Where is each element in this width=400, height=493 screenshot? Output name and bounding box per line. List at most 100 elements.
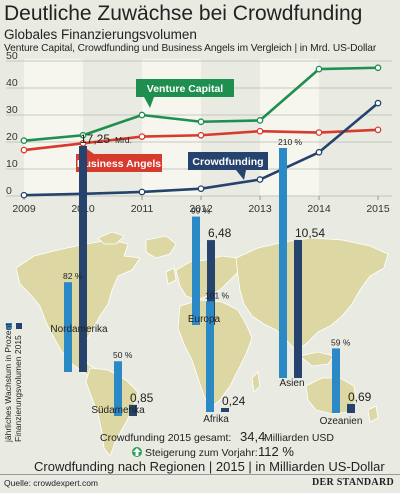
x-tick-label: 2013: [248, 203, 272, 215]
series-label-box-angels: [76, 154, 162, 172]
volume-label-4: 10,54: [295, 226, 325, 240]
series-label-pointer: [144, 97, 154, 108]
bar-growth-4: [279, 148, 287, 378]
series-label-venture: Venture Capital: [147, 83, 224, 95]
y-tick-label: 10: [6, 158, 18, 170]
y-tick-label: 40: [6, 77, 18, 89]
x-tick-label: 2014: [307, 203, 331, 215]
series-label-angels: Business Angels: [77, 158, 161, 170]
data-point-crowd: [256, 176, 264, 183]
volume-label-1: 0,85: [130, 391, 154, 405]
data-point-crowd: [20, 191, 28, 199]
world-map: [15, 231, 389, 457]
bar-growth-2: [192, 216, 200, 325]
bar-volume-4: [294, 239, 302, 378]
bar-growth-0: [64, 282, 72, 372]
data-point-angels: [197, 131, 205, 139]
x-tick-label: 2009: [12, 203, 36, 215]
series-label-box-venture: [136, 79, 234, 97]
year-band: [260, 59, 319, 196]
totals: Crowdfunding 2015 gesamt: 34,4 Milliarde…: [34, 429, 385, 474]
chart-description: Venture Capital, Crowdfunding und Busine…: [4, 43, 377, 54]
volume-label-3: 0,24: [222, 394, 246, 408]
total-suffix: Milliarden USD: [264, 432, 334, 444]
total-prefix: Crowdfunding 2015 gesamt:: [100, 432, 231, 444]
region-label-2: Europa: [188, 314, 221, 325]
year-bands: [24, 59, 319, 196]
line-chart-grid: [6, 60, 392, 200]
volume-label-2: 6,48: [208, 226, 232, 240]
x-tick-labels: 2009201020112012201320142015: [12, 203, 390, 215]
x-tick-label: 2015: [366, 203, 390, 215]
y-tick-label: 20: [6, 131, 18, 143]
y-tick-labels: 0 10 20 30 40 50: [6, 50, 18, 197]
bar-growth-5: [332, 348, 340, 413]
region-labels: 82 % 17,25 Mrd. Nordamerika 50 % 0,85Südameri…: [50, 132, 371, 427]
data-point-crowd: [374, 99, 382, 107]
region-label-1: Südamerika: [91, 405, 145, 416]
brand-logo: DER STANDARD: [311, 477, 394, 488]
data-point-crowd: [315, 148, 323, 156]
legend-label-volume: Finanzierungsvolumen 2015: [13, 335, 23, 442]
y-tick-label: 30: [6, 104, 18, 116]
growth-label-0: 82 %: [63, 271, 83, 281]
bar-volume-5: [347, 403, 355, 413]
bar-legend: jährliches Wachstum in Prozent Finanzier…: [3, 323, 23, 443]
volume-label-5: 0,69: [348, 390, 372, 404]
region-label-4: Asien: [279, 378, 304, 389]
growth-label-2: 99 %: [191, 206, 211, 216]
growth-label-1: 50 %: [113, 350, 133, 360]
bar-chart-title: Crowdfunding nach Regionen | 2015 | in M…: [34, 459, 385, 474]
legend-label-growth: jährliches Wachstum in Prozent: [3, 323, 13, 443]
legend-swatch-volume: [16, 323, 22, 329]
page-title: Deutliche Zuwächse bei Crowdfunding: [4, 2, 363, 25]
bar-volume-2: [207, 240, 215, 325]
data-point-angels: [138, 133, 146, 140]
growth-label-5: 59 %: [331, 337, 351, 347]
region-label-0: Nordamerika: [50, 324, 108, 335]
data-point-venture: [20, 137, 28, 144]
bar-growth-3: [206, 301, 214, 412]
data-point-crowd: [138, 188, 146, 196]
region-bars: [64, 146, 355, 416]
bar-volume-1: [129, 404, 137, 416]
growth-label-3: 101 %: [205, 290, 230, 300]
legend-swatch-growth: [6, 323, 12, 329]
data-point-venture: [315, 65, 323, 73]
region-label-5: Ozeanien: [320, 416, 363, 427]
data-point-angels: [315, 129, 323, 136]
growth-label-4: 210 %: [278, 137, 303, 147]
growth-value: 112 %: [258, 444, 294, 459]
x-tick-label: 2011: [131, 203, 154, 215]
series-label-pointer: [236, 170, 246, 180]
line-series: [20, 64, 382, 199]
footer-divider: [0, 474, 400, 475]
data-point-venture: [197, 118, 205, 126]
up-arrow-icon: [132, 447, 142, 457]
data-point-venture: [79, 131, 87, 139]
data-point-venture: [138, 111, 146, 119]
chart-subtitle: Globales Finanzierungsvolumen: [4, 27, 197, 42]
bar-volume-3: [221, 408, 229, 412]
source-note: Quelle: crowdexpert.com: [4, 478, 99, 488]
data-point-venture: [256, 117, 264, 124]
series-label-box-crowd: [188, 152, 268, 170]
data-point-venture: [374, 64, 382, 72]
series-labels: Venture Capital Business Angels Crowdfundi…: [76, 79, 268, 180]
y-tick-label: 50: [6, 50, 18, 62]
bar-volume-0: [79, 146, 87, 372]
unit-label: Mrd.: [115, 135, 132, 145]
y-tick-label: 0: [6, 185, 12, 197]
data-point-angels: [256, 127, 264, 135]
data-point-angels: [374, 126, 382, 134]
bar-growth-1: [114, 361, 122, 416]
growth-prefix: Steigerung zum Vorjahr:: [145, 447, 258, 459]
data-point-crowd: [197, 185, 205, 193]
year-band: [24, 59, 83, 196]
volume-label-0: 17,25: [80, 132, 110, 146]
region-label-3: Afrika: [203, 414, 229, 425]
total-value: 34,4: [240, 429, 265, 444]
data-point-angels: [20, 146, 28, 154]
